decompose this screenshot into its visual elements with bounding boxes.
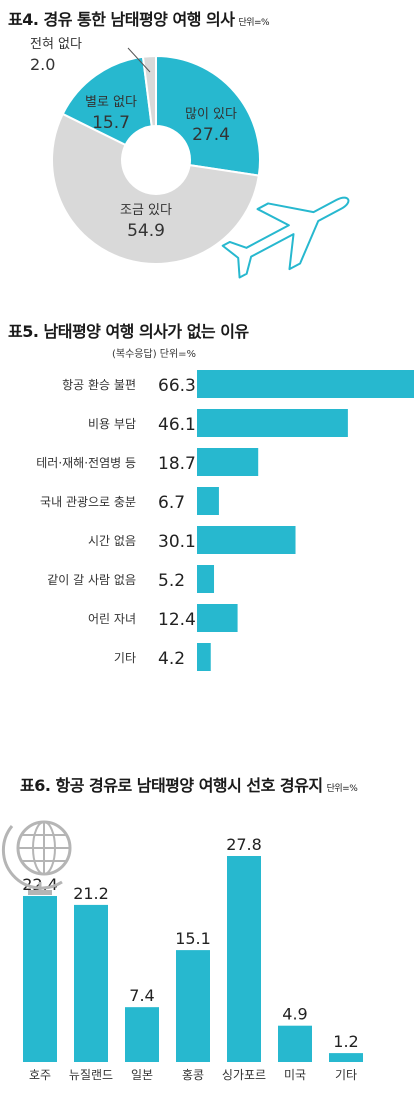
bar-category-label: 시간 없음 <box>88 534 136 548</box>
bar-value-label: 18.7 <box>158 454 196 474</box>
bar <box>197 604 238 632</box>
bar <box>23 896 57 1062</box>
donut-chart: 많이 있다 27.4 조금 있다 54.9 별로 없다 15.7 전혀 없다 2.0 <box>30 37 350 279</box>
globe-arc <box>1 825 63 890</box>
bar-value-label: 4.2 <box>158 649 185 669</box>
airplane-icon <box>221 196 350 279</box>
slice-label: 전혀 없다 <box>30 37 82 52</box>
slice-value: 15.7 <box>92 113 130 133</box>
bar-value-label: 66.3 <box>158 376 196 396</box>
pie-slice <box>155 54 261 177</box>
slice-value: 27.4 <box>192 125 230 145</box>
chart2-title: 표5. 남태평양 여행 의사가 없는 이유 <box>8 322 249 341</box>
slice-label: 조금 있다 <box>120 203 172 218</box>
bar-value-label: 4.9 <box>282 1005 307 1024</box>
slice-value: 54.9 <box>127 221 165 241</box>
bar-value-label: 6.7 <box>158 493 185 513</box>
bar-value-label: 5.2 <box>158 571 185 591</box>
bar-category-label: 일본 <box>131 1068 153 1082</box>
bar <box>197 565 215 593</box>
bar-category-label: 어린 자녀 <box>88 612 136 626</box>
globe-icon <box>1 820 72 895</box>
bar-category-label: 항공 환승 불편 <box>62 378 136 392</box>
bar <box>197 526 296 554</box>
bar-category-label: 비용 부담 <box>88 417 136 431</box>
bar <box>329 1053 363 1062</box>
bar-category-label: 테러·재해·전염병 등 <box>36 456 136 470</box>
bar <box>197 643 211 671</box>
bar-value-label: 7.4 <box>129 986 154 1005</box>
bar <box>125 1007 159 1062</box>
bar-value-label: 46.1 <box>158 415 196 435</box>
bar <box>227 856 261 1062</box>
chart1-title-text: 표4. 경유 통한 남태평양 여행 의사 <box>8 10 235 29</box>
slice-value: 2.0 <box>30 55 55 74</box>
bar-category-label: 국내 관광으로 충분 <box>40 495 136 509</box>
bar-value-label: 30.1 <box>158 532 196 552</box>
globe-base <box>28 890 52 895</box>
bar <box>197 409 348 437</box>
bar-value-label: 27.8 <box>226 835 262 854</box>
pie-slice <box>141 54 157 128</box>
bar-value-label: 21.2 <box>73 884 109 903</box>
chart3-title-text: 표6. 항공 경유로 남태평양 여행시 선호 경유지 <box>20 776 323 795</box>
bar-category-label: 기타 <box>114 651 136 665</box>
chart1-unit: 단위=% <box>238 18 270 28</box>
bar <box>197 370 414 398</box>
bar-category-label: 홍콩 <box>182 1068 204 1082</box>
slice-label: 별로 없다 <box>85 95 137 110</box>
airplane-body <box>221 196 350 279</box>
bar-value-label: 15.1 <box>175 929 211 948</box>
bar-value-label: 12.4 <box>158 610 196 630</box>
chart1-title: 표4. 경유 통한 남태평양 여행 의사 단위=% <box>8 6 270 30</box>
slice-label: 많이 있다 <box>185 107 237 122</box>
bar <box>176 950 210 1062</box>
bar-value-label: 1.2 <box>333 1032 358 1051</box>
chart2-note: (복수응답) 단위=% <box>112 349 197 360</box>
bar-category-label: 같이 갈 사람 없음 <box>47 573 136 587</box>
bar-category-label: 뉴질랜드 <box>69 1068 113 1082</box>
bar-category-label: 싱가포르 <box>222 1068 266 1082</box>
bar <box>197 448 259 476</box>
leader-line <box>127 47 151 73</box>
bar-category-label: 미국 <box>284 1068 306 1082</box>
chart3-unit: 단위=% <box>326 784 358 794</box>
chart3-title: 표6. 항공 경유로 남태평양 여행시 선호 경유지 단위=% <box>20 772 358 796</box>
vertical-bar-chart: 22.4호주21.2뉴질랜드7.4일본15.1홍콩27.8싱가포르4.9미국1.… <box>1 820 363 1082</box>
bar <box>74 904 108 1062</box>
pie-slice <box>51 112 260 265</box>
bar-category-label: 기타 <box>335 1068 357 1082</box>
bar-category-label: 호주 <box>29 1068 51 1082</box>
pie-slice <box>61 55 153 147</box>
bar <box>278 1025 312 1062</box>
horizontal-bar-chart: 항공 환승 불편 66.3 비용 부담 46.1 테러·재해·전염병 등 18.7 국내 관… <box>36 370 414 671</box>
bar <box>197 487 219 515</box>
